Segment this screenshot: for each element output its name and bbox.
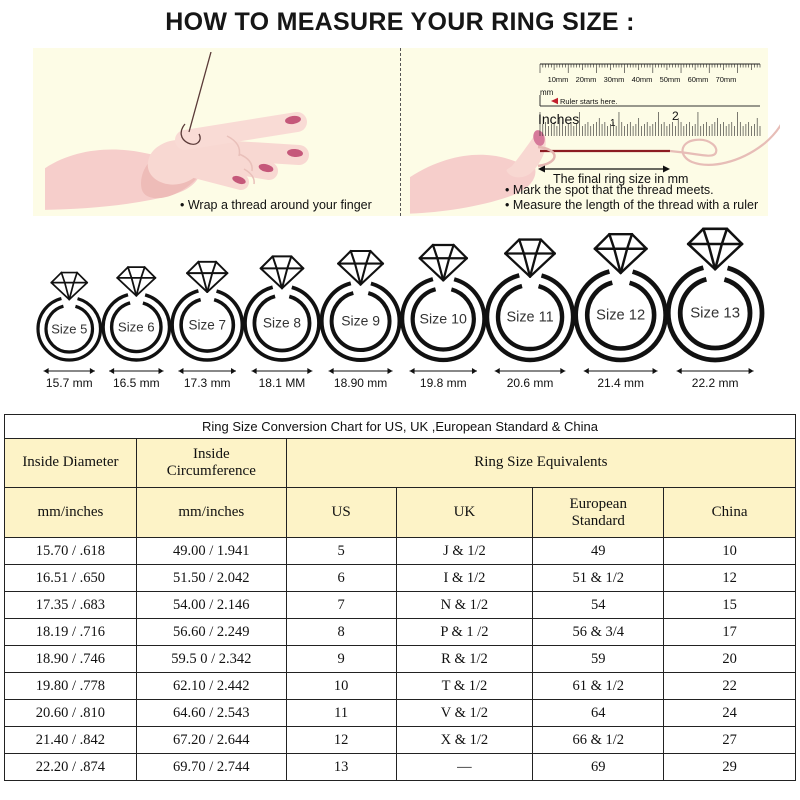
svg-text:17.3 mm: 17.3 mm [184,376,231,390]
svg-text:Size 6: Size 6 [118,319,155,334]
svg-text:18.1 MM: 18.1 MM [259,376,306,390]
svg-text:10mm: 10mm [548,75,569,84]
svg-text:Size 10: Size 10 [420,311,468,327]
svg-text:30mm: 30mm [604,75,625,84]
svg-text:1: 1 [610,118,616,129]
svg-text:mm: mm [540,88,554,97]
svg-text:Size 13: Size 13 [690,305,740,322]
svg-text:Size 9: Size 9 [341,313,380,329]
svg-text:Ruler starts here.: Ruler starts here. [560,97,618,106]
svg-text:Size 11: Size 11 [506,309,553,325]
svg-text:60mm: 60mm [688,75,709,84]
svg-text:Size 7: Size 7 [189,317,226,332]
svg-text:Size 12: Size 12 [596,308,645,324]
svg-text:19.8 mm: 19.8 mm [420,376,467,390]
svg-text:Inches: Inches [538,111,579,127]
svg-text:Size 5: Size 5 [51,321,87,336]
svg-text:18.90 mm: 18.90 mm [334,376,387,390]
svg-text:Size 8: Size 8 [263,315,301,330]
svg-text:15.7 mm: 15.7 mm [46,376,93,390]
svg-text:20.6 mm: 20.6 mm [507,376,554,390]
svg-text:16.5 mm: 16.5 mm [113,376,160,390]
svg-text:50mm: 50mm [660,75,681,84]
svg-text:40mm: 40mm [632,75,653,84]
svg-text:21.4 mm: 21.4 mm [597,376,644,390]
svg-text:70mm: 70mm [716,75,737,84]
svg-text:22.2 mm: 22.2 mm [692,376,739,390]
svg-text:20mm: 20mm [576,75,597,84]
